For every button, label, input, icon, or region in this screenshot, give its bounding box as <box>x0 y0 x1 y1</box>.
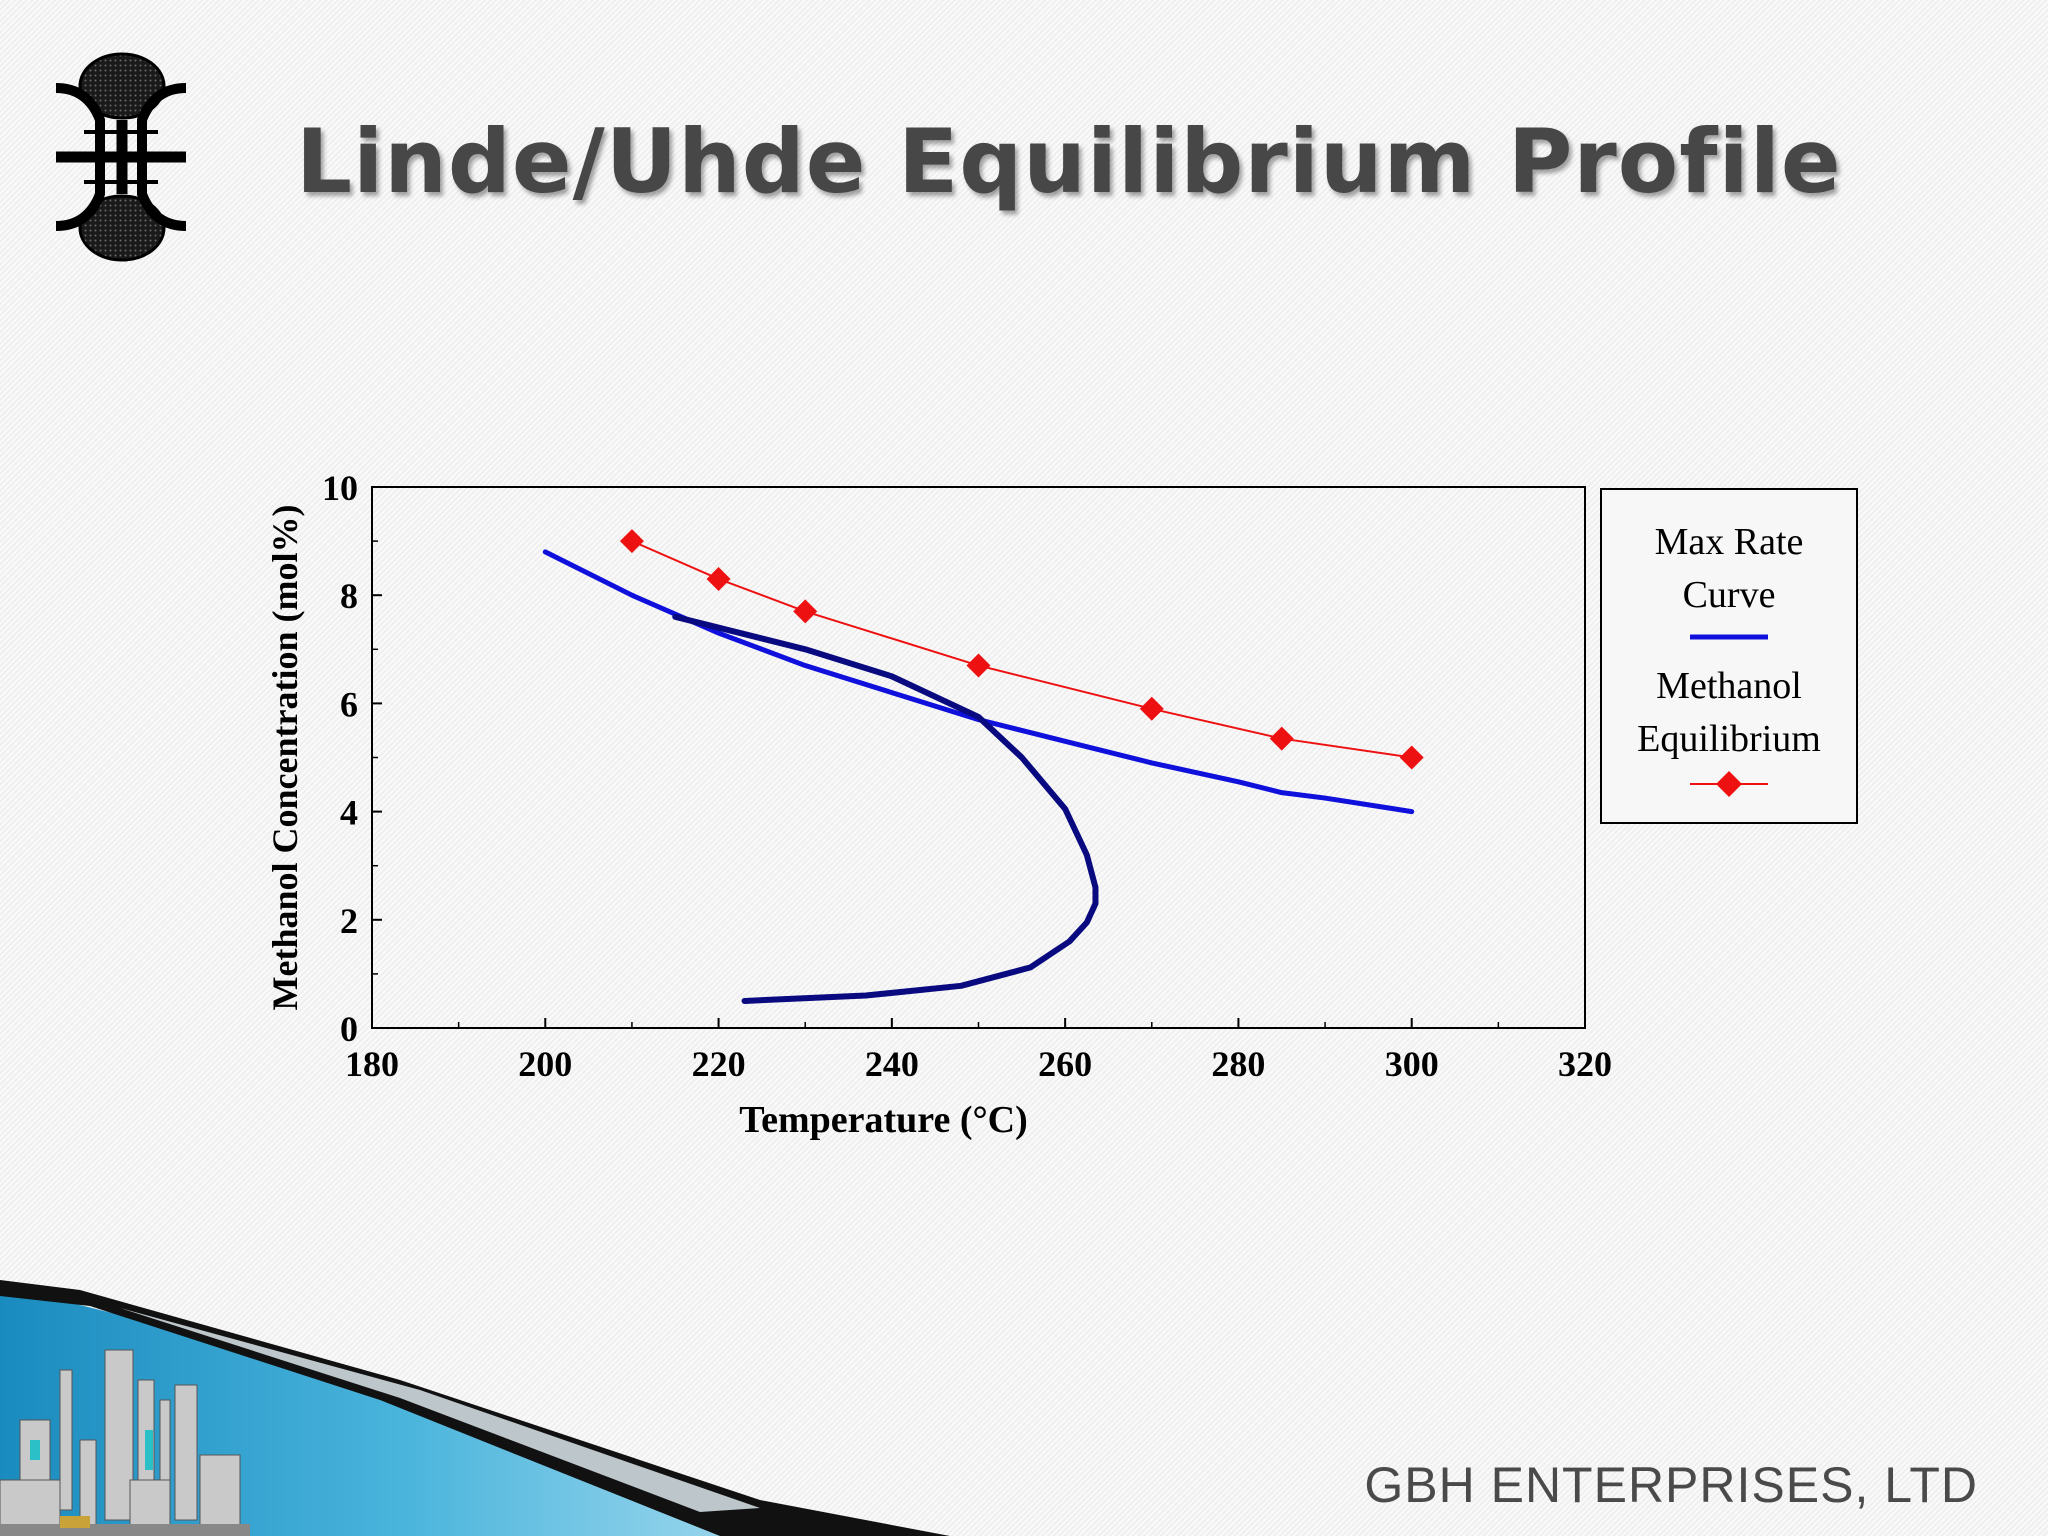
x-tick-label: 300 <box>1385 1044 1439 1084</box>
y-tick-label: 10 <box>322 468 358 508</box>
x-tick-label: 180 <box>345 1044 399 1084</box>
x-axis-label: Temperature (°C) <box>739 1099 1028 1141</box>
legend-max-rate-label-1: Max Rate <box>1654 521 1804 563</box>
y-tick-label: 8 <box>340 576 358 616</box>
equilibrium-diamond-marker <box>793 599 818 624</box>
equilibrium-diamond-marker <box>1269 726 1294 751</box>
y-tick-label: 4 <box>340 793 358 833</box>
legend-equilibrium-label-2: Equilibrium <box>1637 718 1821 760</box>
equilibrium-diamond-marker <box>706 566 731 591</box>
x-tick-label: 320 <box>1558 1044 1612 1084</box>
plot-area-frame <box>371 486 1586 1029</box>
gbh-logo-icon <box>55 52 187 262</box>
y-tick-label: 2 <box>340 901 358 941</box>
series-methanol-equilibrium <box>630 540 1413 759</box>
x-tick-label: 260 <box>1038 1044 1092 1084</box>
legend-equilibrium-swatch <box>1690 771 1768 797</box>
x-tick-label: 280 <box>1211 1044 1265 1084</box>
series-reactor-profile <box>672 613 1099 1004</box>
legend-max-rate-label-2: Curve <box>1682 574 1776 616</box>
industrial-plant-banner-icon <box>0 1280 950 1536</box>
legend-equilibrium-label-1: Methanol <box>1656 665 1802 707</box>
y-tick-label: 6 <box>340 684 358 724</box>
equilibrium-diamond-marker <box>966 653 991 678</box>
x-tick-label: 220 <box>692 1044 746 1084</box>
x-tick-label: 240 <box>865 1044 919 1084</box>
x-tick-label: 200 <box>518 1044 572 1084</box>
equilibrium-chart: 180 200 220 240 260 280 300 320 0 2 4 6 8 10 Temperat… <box>265 468 1612 1141</box>
equilibrium-diamond-marker <box>619 529 644 554</box>
series-max-rate-curve <box>542 549 1415 815</box>
chart-tick-labels: 180 200 220 240 260 280 300 320 0 2 4 6 8 10 <box>322 468 1612 1084</box>
equilibrium-diamond-marker <box>1139 696 1164 721</box>
chart-legend: Max Rate Curve Methanol Equilibrium <box>1600 488 1858 824</box>
chart-series-group <box>542 529 1424 1004</box>
slide-title: Linde/Uhde Equilibrium Profile <box>296 110 1842 213</box>
company-name: GBH ENTERPRISES, LTD <box>1364 1457 1978 1513</box>
y-axis-label: Methanol Concentration (mol%) <box>265 505 305 1011</box>
equilibrium-diamond-marker <box>1399 745 1424 770</box>
legend-max-rate-swatch <box>1690 634 1768 640</box>
y-tick-label: 0 <box>340 1009 358 1049</box>
